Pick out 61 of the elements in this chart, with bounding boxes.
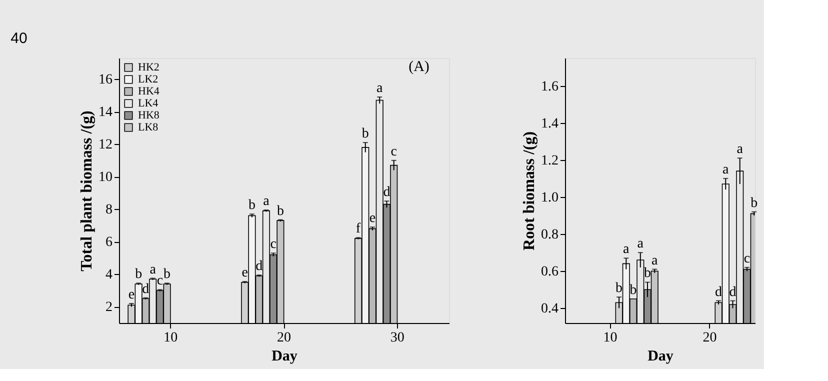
data-label: a — [623, 242, 630, 258]
y-tick-label: 4 — [106, 268, 112, 283]
data-label: b — [164, 267, 171, 282]
legend-label: HK4 — [138, 86, 160, 98]
data-label: a — [736, 142, 744, 158]
legend-label: HK2 — [138, 62, 160, 74]
data-label: a — [263, 194, 270, 210]
y-tick-label: 0.4 — [541, 302, 558, 317]
data-label: d — [715, 284, 722, 300]
y-tick-label: 16 — [98, 72, 112, 88]
data-label: c — [390, 144, 397, 160]
x-axis-title: Day — [272, 348, 298, 364]
data-label: d — [142, 282, 150, 297]
y-tick-label: 1.4 — [541, 116, 558, 132]
y-tick-label: 10 — [98, 170, 112, 186]
x-tick-label: 30 — [390, 330, 404, 346]
annotation: (A) — [408, 59, 430, 75]
text: 40 — [10, 30, 28, 47]
data-label: a — [652, 253, 659, 268]
data-label: a — [150, 262, 157, 278]
y-tick-label: 6 — [106, 235, 112, 250]
data-label: b — [135, 267, 142, 282]
data-label: d — [729, 284, 736, 300]
data-label: a — [376, 81, 384, 96]
y-tick-label: 12 — [98, 138, 112, 153]
y-tick-label: 8 — [106, 202, 112, 218]
y-tick-label: 1.0 — [541, 190, 558, 206]
data-label: c — [744, 251, 750, 266]
data-label: b — [644, 266, 652, 282]
x-tick-label: 20 — [277, 330, 291, 346]
data-label: b — [248, 198, 256, 214]
data-label: b — [276, 204, 284, 219]
y-tick-label: 0.8 — [541, 228, 558, 243]
legend-label: LK8 — [138, 122, 159, 134]
x-tick-label: 10 — [164, 330, 178, 346]
data-label: e — [242, 266, 248, 281]
data-label: a — [637, 236, 644, 252]
data-label: f — [356, 222, 361, 237]
data-label: b — [616, 281, 623, 296]
data-label: c — [156, 274, 164, 289]
data-label: e — [369, 211, 376, 226]
data-label: b — [750, 196, 758, 211]
y-tick-label: 14 — [98, 105, 112, 120]
x-tick-label: 20 — [702, 330, 717, 346]
data-label: b — [362, 126, 369, 142]
y-tick-label: 0.6 — [541, 264, 558, 280]
y-tick-label: 1.6 — [541, 79, 558, 94]
y-tick-label: 2 — [106, 300, 112, 316]
x-tick-label: 10 — [603, 330, 618, 346]
data-label: e — [128, 287, 135, 302]
legend-label: HK8 — [138, 110, 160, 122]
y-axis-title: Root biomass /(g) — [521, 131, 538, 251]
legend-label: LK4 — [138, 98, 159, 110]
x-axis-title: Day — [648, 348, 674, 364]
data-label: d — [383, 185, 390, 200]
y-tick-label: 1.2 — [541, 153, 558, 168]
legend-label: LK2 — [138, 74, 158, 86]
data-label: d — [256, 259, 263, 274]
data-label: c — [270, 237, 276, 252]
data-label: a — [722, 162, 730, 178]
y-axis-title: Total plant biomass /(g) — [78, 110, 96, 272]
